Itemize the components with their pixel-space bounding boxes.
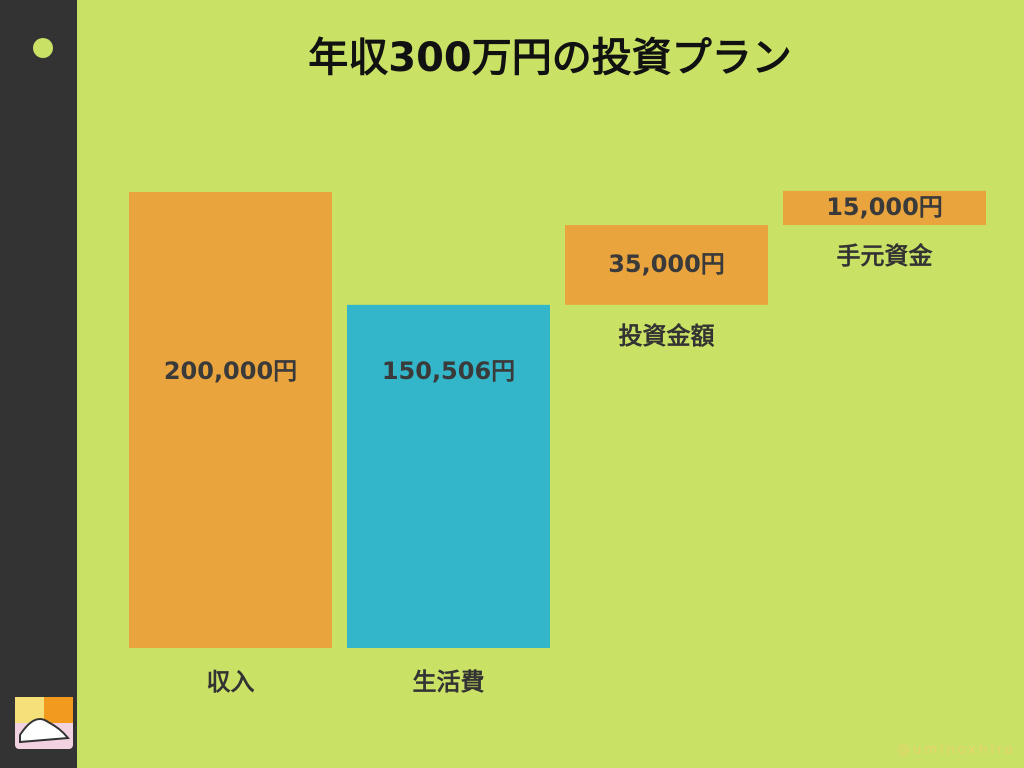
sidebar <box>0 0 77 768</box>
category-label: 生活費 <box>413 668 485 696</box>
category-label: 収入 <box>207 668 255 696</box>
chart-title: 年収300万円の投資プラン <box>308 35 792 81</box>
category-label: 手元資金 <box>837 242 934 270</box>
bar <box>347 304 550 648</box>
category-label: 投資金額 <box>619 322 715 350</box>
value-label: 35,000円 <box>608 250 725 278</box>
value-label: 200,000円 <box>164 357 297 385</box>
bar <box>565 225 768 305</box>
value-label: 150,506円 <box>382 357 515 385</box>
watermark: @uminoxhiro <box>897 743 1016 758</box>
logo-icon <box>15 697 73 749</box>
bar <box>783 190 986 226</box>
bar <box>129 192 332 648</box>
sidebar-dot <box>33 38 53 58</box>
value-label: 15,000円 <box>826 193 943 221</box>
